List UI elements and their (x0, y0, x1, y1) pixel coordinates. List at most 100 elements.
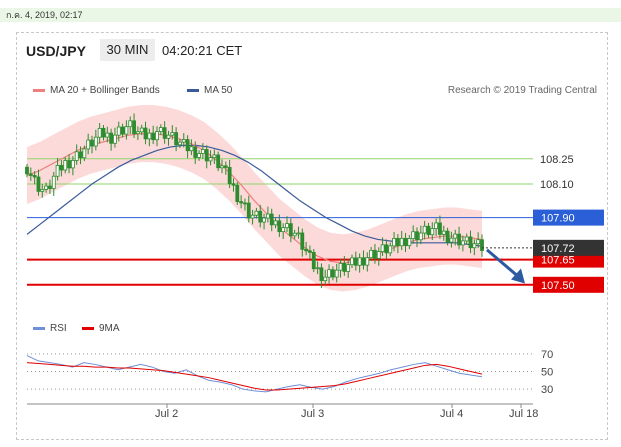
candle-body (254, 210, 259, 216)
candle-body (162, 127, 167, 139)
last-price-label: 107.72 (541, 243, 575, 255)
candle-body (28, 173, 33, 176)
candle-body (70, 160, 75, 169)
candle-body (44, 185, 49, 190)
candle-body (353, 257, 358, 266)
candle-body (365, 257, 370, 266)
legend-9ma: 9MA (82, 323, 120, 334)
level-badge-107.90 (533, 209, 604, 226)
candle-body (143, 127, 148, 140)
candle-body (468, 236, 473, 249)
candle-body (288, 223, 293, 237)
candle-body (296, 232, 301, 235)
candle-body (235, 184, 240, 202)
candle-body (376, 251, 381, 259)
forecast-arrow-shaft (486, 248, 518, 277)
candle-body (315, 267, 320, 270)
candle-body (124, 126, 129, 135)
candle-body (158, 127, 163, 132)
candle-body (246, 202, 251, 219)
candle-body (434, 222, 439, 230)
x-tick-label: Jul 2 (155, 408, 178, 420)
candle-body (311, 251, 316, 270)
candle-body (48, 185, 52, 189)
candle-body (59, 165, 64, 171)
x-tick-label: Jul 4 (440, 408, 463, 420)
candle-body (464, 236, 469, 242)
candle-body (285, 223, 289, 229)
candle-body (426, 225, 431, 236)
candle-body (441, 230, 446, 235)
ma20-swatch (33, 88, 45, 92)
candle-body (231, 183, 236, 186)
candle-body (216, 154, 221, 169)
candle-body (323, 276, 328, 282)
candle-body (204, 149, 209, 162)
legend-ma50: MA 50 (187, 85, 232, 96)
candle-body (101, 127, 106, 138)
candle-body (292, 232, 297, 237)
candle-body (265, 213, 270, 219)
candle-body (32, 175, 37, 178)
candle-body (373, 249, 377, 259)
candle-body (384, 244, 389, 254)
candle-body (51, 175, 56, 189)
candle-body (174, 132, 179, 146)
level-label-108.25: 108.25 (540, 154, 574, 166)
candle-body (220, 165, 224, 169)
forecast-arrow-head (511, 268, 525, 284)
legend-ma20-label: MA 20 + Bollinger Bands (50, 85, 160, 96)
rsi-series-rsi (26, 355, 483, 393)
candle-body (407, 238, 412, 247)
candle-body (36, 176, 41, 192)
candle-body (380, 244, 385, 252)
candle-body (63, 160, 68, 171)
candle-body (411, 231, 416, 239)
candle-body (300, 232, 305, 250)
candle-body (281, 227, 286, 233)
candle-body (86, 139, 91, 150)
symbol-label: USD/JPY (26, 43, 86, 59)
timeframe-button[interactable]: 30 MIN (100, 39, 155, 61)
candle-body (346, 264, 351, 272)
level-label-107.50: 107.50 (541, 280, 575, 292)
candle-body (422, 225, 427, 234)
candle-body (166, 134, 171, 139)
candle-body (273, 220, 278, 226)
candle-body (338, 263, 343, 271)
ma50-swatch (187, 88, 199, 92)
credit-text: Research © 2019 Trading Central (447, 85, 597, 96)
candle-body (67, 160, 71, 169)
candle-body (319, 267, 324, 282)
candle-body (185, 139, 190, 152)
x-tick-label: Jul 3 (301, 408, 324, 420)
candle-body (395, 238, 400, 247)
candle-body (90, 139, 94, 147)
candle-body (116, 126, 121, 136)
candle-body (105, 132, 110, 138)
candle-body (388, 245, 393, 254)
candle-body (139, 127, 144, 133)
candle-body (151, 132, 156, 141)
candle-body (25, 166, 29, 175)
legend-ma20: MA 20 + Bollinger Bands (33, 85, 160, 96)
candle-body (308, 250, 312, 253)
candle-body (113, 134, 117, 144)
candle-body (93, 136, 98, 147)
rsi-tick-30: 30 (541, 384, 553, 396)
candle-body (453, 233, 458, 239)
level-label-107.90: 107.90 (541, 213, 575, 225)
level-label-107.65: 107.65 (541, 255, 575, 267)
rsi-tick-50: 50 (541, 367, 553, 379)
candle-body (342, 263, 347, 272)
legend-rsi: RSI (33, 323, 67, 334)
time-label: 04:20:21 CET (162, 43, 243, 58)
candle-body (223, 165, 228, 168)
candle-body (97, 127, 102, 138)
candle-body (369, 249, 374, 259)
last-price-badge (533, 239, 604, 256)
candle-body (418, 232, 423, 241)
candle-body (55, 165, 60, 177)
level-label-108.10: 108.10 (540, 179, 574, 191)
